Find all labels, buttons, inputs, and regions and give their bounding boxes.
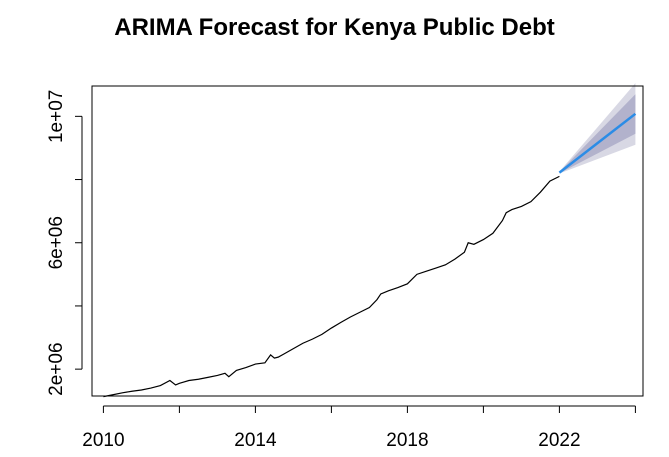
y-tick-label: 1e+07: [46, 90, 67, 143]
x-tick-label: 2018: [386, 430, 428, 451]
forecast-ci80-band: [559, 94, 636, 174]
confidence-bands: [559, 83, 636, 174]
x-axis: 2010 2014 2018 2022: [82, 405, 636, 451]
x-tick-label: 2014: [234, 430, 277, 451]
series-lines: [103, 112, 637, 398]
actual-series-line: [103, 175, 560, 398]
forecast-series-line: [558, 112, 637, 174]
x-tick-label: 2022: [538, 430, 580, 451]
chart-title: ARIMA Forecast for Kenya Public Debt: [114, 14, 555, 41]
y-tick-label: 2e+06: [46, 342, 67, 395]
x-tick-label: 2010: [82, 430, 124, 451]
y-axis: 2e+06 6e+06 1e+07: [46, 90, 83, 396]
y-tick-label: 6e+06: [46, 216, 67, 269]
forecast-ci95-band: [559, 83, 636, 174]
plot-frame: [91, 85, 644, 397]
